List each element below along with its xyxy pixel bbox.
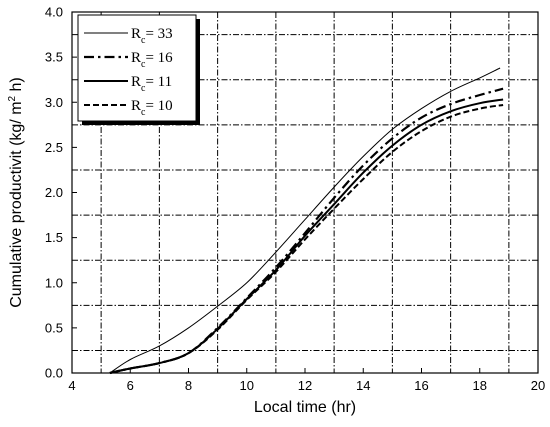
y-tick-label: 1.5 — [45, 230, 63, 245]
x-tick-label: 10 — [240, 378, 254, 393]
legend-label-subscript: c — [141, 59, 146, 70]
series-lines — [109, 67, 504, 375]
x-tick-label: 8 — [185, 378, 192, 393]
legend-label-symbol: R — [131, 98, 141, 114]
series-line-0 — [109, 67, 501, 374]
legend-label-subscript: c — [141, 107, 146, 118]
series-line-2 — [109, 98, 504, 374]
y-axis-label-main: Cumulative productivit (kg/ m — [8, 101, 25, 307]
y-tick-label: 3.0 — [45, 95, 63, 110]
legend-label-3: Rc= 10 — [131, 98, 173, 118]
axis-ticks: 4 6 8 10 12 14 16 18 20 0.0 0.5 1.0 1.5 2.0 2.5 3.0 3.5 4… — [45, 5, 545, 394]
x-tick-label: 4 — [68, 378, 75, 393]
x-tick-label: 14 — [356, 378, 370, 393]
y-tick-label: 3.5 — [45, 50, 63, 65]
x-tick-label: 12 — [298, 378, 312, 393]
y-tick-label: 0.5 — [45, 320, 63, 335]
y-tick-label: 2.5 — [45, 140, 63, 155]
legend-label-symbol: R — [131, 26, 141, 42]
y-axis-label-superscript: 2 — [7, 95, 18, 101]
legend-label-2: Rc= 11 — [131, 74, 172, 94]
y-tick-label: 4.0 — [45, 5, 63, 20]
legend-label-value: = 33 — [145, 26, 172, 42]
legend-label-symbol: R — [131, 74, 141, 90]
series-line-3 — [109, 104, 504, 374]
legend-label-1: Rc= 16 — [131, 50, 173, 70]
y-tick-label: 2.0 — [45, 185, 63, 200]
x-tick-label: 16 — [414, 378, 428, 393]
grid-lines — [72, 12, 538, 373]
legend-label-0: Rc= 33 — [131, 26, 173, 46]
legend-label-subscript: c — [141, 83, 146, 94]
x-axis-label: Local time (hr) — [254, 399, 356, 416]
y-tick-label: 0.0 — [45, 366, 63, 381]
y-axis-label-end: h) — [8, 77, 25, 96]
legend-label-value: = 10 — [145, 98, 172, 114]
legend-label-subscript: c — [141, 35, 146, 46]
legend-label-symbol: R — [131, 50, 141, 66]
y-tick-label: 1.0 — [45, 275, 63, 290]
legend-label-value: = 11 — [145, 74, 172, 90]
x-tick-label: 18 — [473, 378, 487, 393]
x-tick-label: 20 — [531, 378, 545, 393]
legend-label-value: = 16 — [145, 50, 173, 66]
y-axis-label: Cumulative productivit (kg/ m2 h) — [7, 77, 25, 308]
x-tick-label: 6 — [127, 378, 134, 393]
series-line-1 — [109, 87, 504, 375]
